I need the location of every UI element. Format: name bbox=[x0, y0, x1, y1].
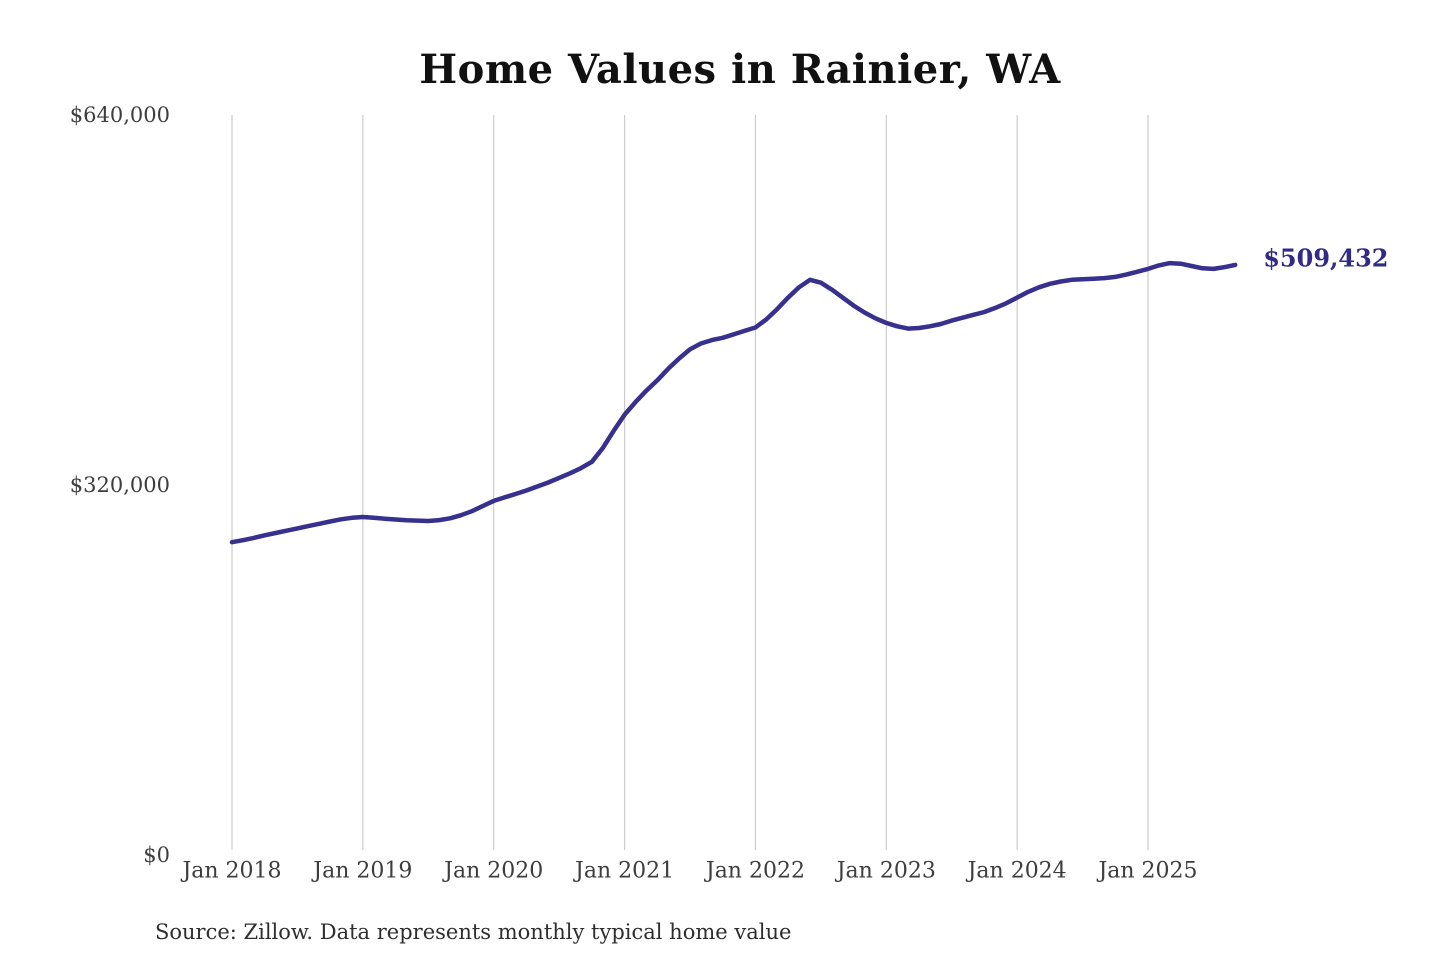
source-note: Source: Zillow. Data represents monthly … bbox=[155, 920, 792, 944]
x-axis-tick-jan-2019: Jan 2019 bbox=[313, 858, 413, 884]
vertical-gridlines bbox=[231, 115, 1149, 850]
current-value-label: $509,432 bbox=[1263, 243, 1389, 273]
x-axis-tick-jan-2018: Jan 2018 bbox=[182, 858, 282, 884]
x-axis-tick-jan-2023: Jan 2023 bbox=[836, 858, 936, 884]
home-value-line bbox=[229, 260, 1238, 545]
y-axis-tick-320000: $320,000 bbox=[69, 473, 170, 497]
y-axis-tick-640000: $640,000 bbox=[69, 103, 170, 127]
x-axis-tick-jan-2020: Jan 2020 bbox=[444, 858, 544, 884]
x-axis-tick-jan-2025: Jan 2025 bbox=[1098, 858, 1198, 884]
x-axis-tick-jan-2024: Jan 2024 bbox=[967, 858, 1067, 884]
y-axis-tick-0: $0 bbox=[143, 843, 170, 867]
x-axis-tick-jan-2021: Jan 2021 bbox=[575, 858, 675, 884]
chart-title: Home Values in Rainier, WA bbox=[419, 46, 1061, 93]
x-axis-tick-jan-2022: Jan 2022 bbox=[705, 858, 805, 884]
